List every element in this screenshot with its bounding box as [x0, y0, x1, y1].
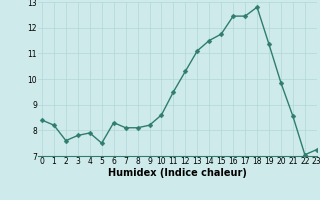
X-axis label: Humidex (Indice chaleur): Humidex (Indice chaleur)	[108, 168, 247, 178]
